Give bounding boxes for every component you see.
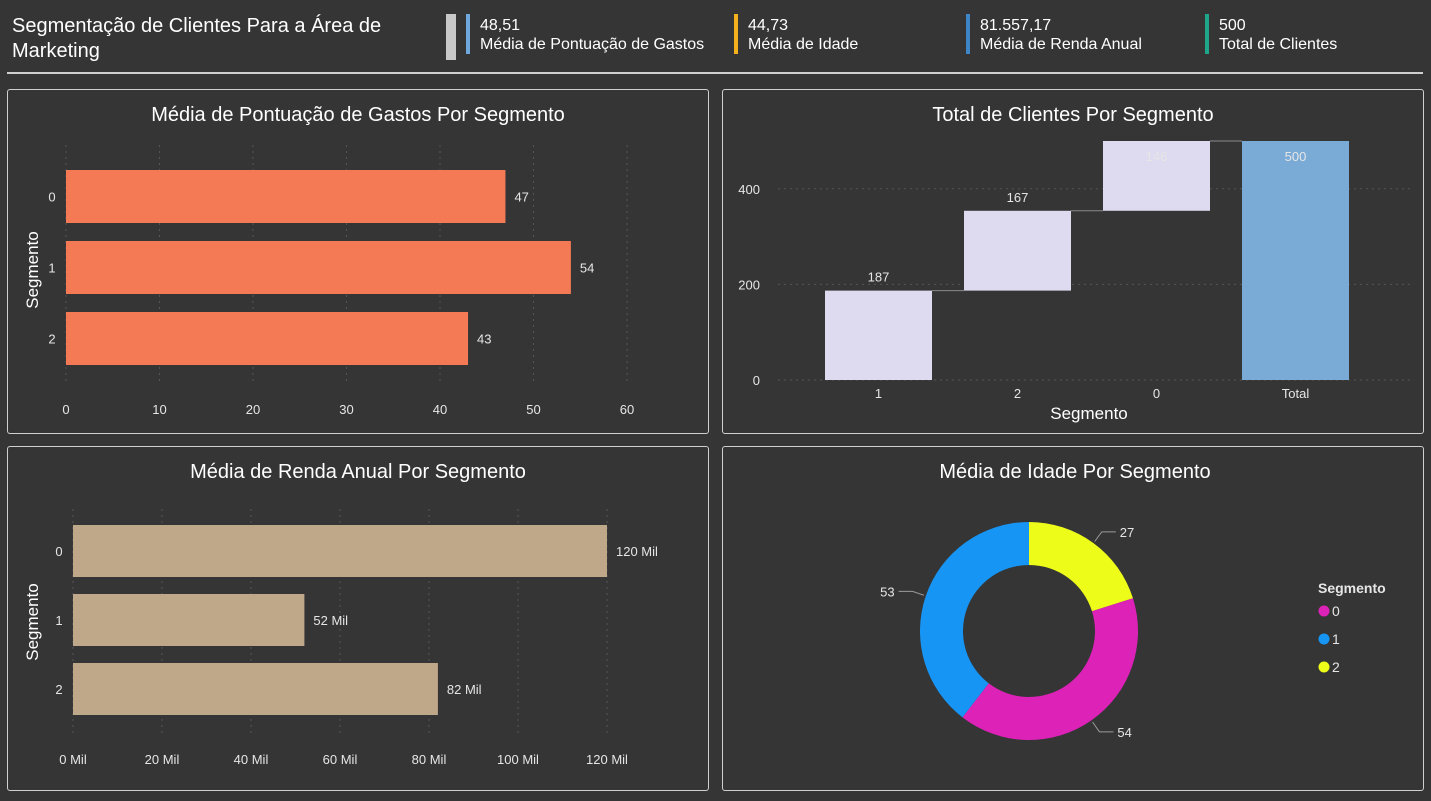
y-axis-title: Segmento: [23, 583, 42, 661]
bar: [66, 241, 571, 294]
donut-slice: [962, 598, 1138, 740]
leader-line: [898, 590, 925, 596]
data-label: 120 Mil: [616, 544, 658, 559]
kpi-label: Média de Idade: [748, 36, 859, 53]
x-tick-label: Total: [1282, 386, 1310, 401]
data-label: 54: [1117, 725, 1131, 740]
waterfall-bar: [964, 210, 1071, 291]
income-chart: Média de Renda Anual Por Segmento Segmen…: [23, 461, 658, 767]
title-separator: [446, 14, 456, 60]
kpi-accent-bar: [966, 14, 970, 54]
x-axis-title: Segmento: [1050, 404, 1128, 423]
kpi-accent-bar: [734, 14, 738, 54]
waterfall-bar: [1103, 141, 1210, 211]
x-tick-label: 100 Mil: [497, 752, 539, 767]
page-title: Segmentação de Clientes Para a Área de M…: [12, 14, 432, 64]
kpi-value: 44,73: [748, 17, 789, 34]
data-label: 187: [868, 270, 890, 285]
data-label: 54: [580, 261, 594, 276]
legend-label: 2: [1332, 659, 1340, 675]
donut-slice: [920, 522, 1029, 718]
y-tick-label: 0: [753, 373, 760, 388]
x-tick-label: 30: [339, 402, 353, 417]
y-tick-label: 1: [48, 261, 55, 276]
data-label: 167: [1007, 190, 1029, 205]
age-chart-panel: Média de Idade Por Segmento Segmento 27 5…: [722, 446, 1424, 791]
leader-line: [1094, 531, 1116, 542]
kpi-label: Média de Pontuação de Gastos: [480, 36, 705, 53]
x-tick-label: 80 Mil: [412, 752, 447, 767]
data-label: 82 Mil: [447, 682, 482, 697]
x-tick-label: 0 Mil: [59, 752, 87, 767]
data-label: 47: [514, 190, 528, 205]
kpi-value: 48,51: [480, 17, 521, 34]
x-tick-label: 0: [1153, 386, 1160, 401]
kpi-card-income: 81.557,17 Média de Renda Anual: [966, 14, 1186, 60]
kpi-value: 81.557,17: [980, 17, 1052, 34]
header-divider: [7, 72, 1423, 74]
y-tick-label: 200: [738, 277, 760, 292]
x-tick-label: 40: [433, 402, 447, 417]
kpi-value: 500: [1219, 17, 1246, 34]
kpi-accent-bar: [466, 14, 470, 54]
spending-score-chart: Média de Pontuação de Gastos Por Segment…: [23, 104, 634, 417]
kpi-label: Total de Clientes: [1219, 36, 1338, 53]
data-label: 146: [1146, 149, 1168, 164]
x-tick-label: 120 Mil: [586, 752, 628, 767]
y-tick-label: 0: [48, 190, 55, 205]
legend-marker: [1318, 633, 1330, 645]
y-tick-label: 1: [55, 613, 62, 628]
x-tick-label: 10: [152, 402, 166, 417]
x-tick-label: 2: [1014, 386, 1021, 401]
bar: [73, 525, 607, 577]
income-chart-panel: Média de Renda Anual Por Segmento Segmen…: [7, 446, 709, 791]
x-tick-label: 1: [875, 386, 882, 401]
kpi-card-age: 44,73 Média de Idade: [734, 14, 954, 60]
x-tick-label: 60 Mil: [323, 752, 358, 767]
legend-marker: [1318, 661, 1330, 673]
legend-label: 0: [1332, 603, 1340, 619]
kpi-label: Média de Renda Anual: [980, 36, 1142, 53]
waterfall-bar: [825, 290, 932, 380]
y-tick-label: 2: [55, 682, 62, 697]
bar: [73, 594, 305, 646]
x-tick-label: 50: [526, 402, 540, 417]
y-tick-label: 0: [55, 544, 62, 559]
legend-marker: [1318, 605, 1330, 617]
kpi-card-spending-score: 48,51 Média de Pontuação de Gastos: [466, 14, 726, 60]
data-label: 500: [1285, 149, 1307, 164]
y-tick-label: 400: [738, 182, 760, 197]
kpi-card-total-clients: 500 Total de Clientes: [1205, 14, 1405, 60]
bar: [73, 663, 438, 715]
chart-title: Média de Idade Por Segmento: [939, 461, 1210, 483]
spending-score-chart-panel: Média de Pontuação de Gastos Por Segment…: [7, 89, 709, 434]
page-title-line2: Marketing: [12, 40, 100, 62]
x-tick-label: 20 Mil: [145, 752, 180, 767]
donut-slice: [1029, 522, 1133, 612]
data-label: 27: [1120, 525, 1134, 540]
bar: [66, 170, 506, 223]
page-title-line1: Segmentação de Clientes Para a Área de: [12, 15, 382, 37]
total-clients-chart: Total de Clientes Por Segmento Segmento …: [738, 104, 1413, 423]
x-tick-label: 40 Mil: [234, 752, 269, 767]
data-label: 52 Mil: [313, 613, 348, 628]
x-tick-label: 60: [620, 402, 634, 417]
chart-title: Total de Clientes Por Segmento: [932, 104, 1213, 126]
data-label: 53: [880, 584, 894, 599]
y-tick-label: 2: [48, 332, 55, 347]
leader-line: [1092, 721, 1114, 733]
data-label: 43: [477, 332, 491, 347]
chart-title: Média de Pontuação de Gastos Por Segment…: [151, 104, 565, 126]
legend-title: Segmento: [1318, 580, 1386, 596]
y-axis-title: Segmento: [23, 231, 42, 309]
age-donut-chart: Média de Idade Por Segmento Segmento 27 5…: [880, 461, 1386, 740]
x-tick-label: 20: [246, 402, 260, 417]
chart-title: Média de Renda Anual Por Segmento: [190, 461, 526, 483]
x-tick-label: 0: [62, 402, 69, 417]
legend-label: 1: [1332, 631, 1340, 647]
total-clients-chart-panel: Total de Clientes Por Segmento Segmento …: [722, 89, 1424, 434]
bar: [66, 312, 469, 365]
kpi-accent-bar: [1205, 14, 1209, 54]
waterfall-bar: [1242, 141, 1349, 380]
